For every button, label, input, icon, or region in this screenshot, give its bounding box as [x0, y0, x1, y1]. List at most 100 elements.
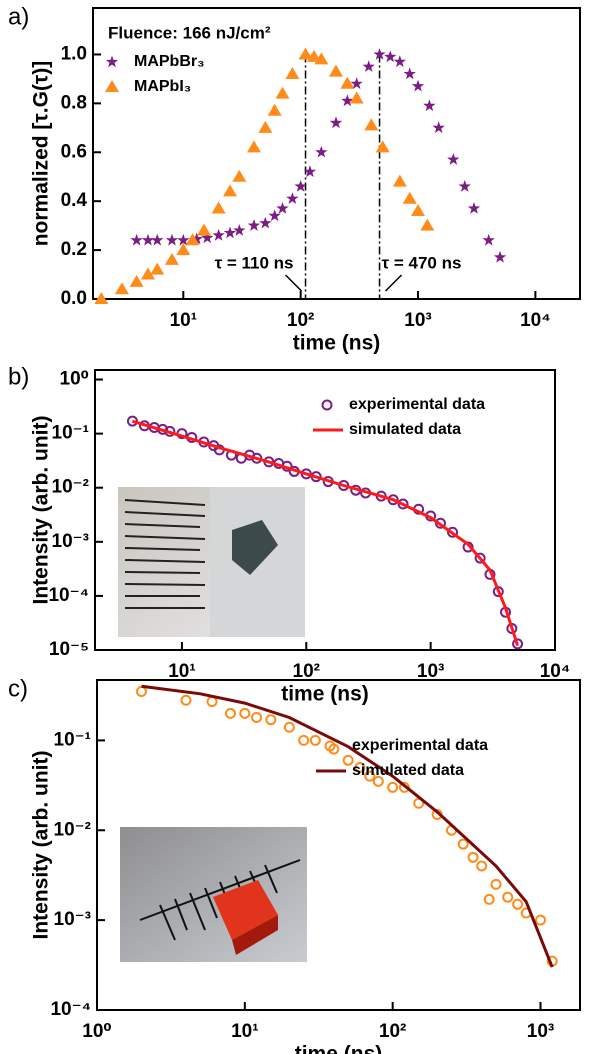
- y-tick-label: 10⁻²: [54, 819, 92, 840]
- y-tick-label: 10⁻⁴: [48, 585, 89, 606]
- star-marker: [223, 226, 237, 239]
- triangle-marker: [185, 233, 200, 246]
- circle-marker: [283, 721, 295, 733]
- y-axis-label: Intensity (arb. unit): [30, 416, 53, 605]
- legend-swatch: [321, 399, 333, 411]
- star-marker: [303, 165, 317, 178]
- y-tick-label: 10⁰: [60, 369, 89, 390]
- star-marker: [329, 116, 343, 129]
- star-marker: [447, 153, 460, 165]
- triangle-marker: [402, 191, 417, 204]
- star-marker: [130, 233, 143, 246]
- x-tick-label: 10²: [379, 1021, 406, 1042]
- circle-marker: [342, 754, 354, 766]
- triangle-marker: [267, 103, 282, 116]
- x-tick-label: 10²: [287, 310, 314, 331]
- star-marker: [493, 250, 507, 263]
- triangle-marker: [129, 274, 144, 287]
- star-marker: [177, 233, 190, 246]
- panel-label: b): [8, 363, 29, 390]
- star-marker: [384, 50, 397, 63]
- annotation: τ = 110 ns: [215, 253, 294, 272]
- star-marker: [151, 233, 164, 246]
- circle-marker: [372, 775, 384, 787]
- circle-marker: [387, 781, 399, 793]
- star-marker: [458, 180, 471, 192]
- star-marker: [268, 209, 281, 222]
- x-tick-label: 10⁰: [82, 1021, 111, 1042]
- triangle-marker: [349, 91, 364, 104]
- circle-marker: [457, 838, 469, 850]
- star-marker: [423, 99, 436, 112]
- star-marker: [403, 67, 416, 80]
- circle-marker: [239, 707, 251, 719]
- triangle-marker: [150, 262, 165, 275]
- y-tick-label: 10⁻⁴: [50, 999, 91, 1020]
- photo-b: [118, 487, 305, 637]
- star-marker: [247, 219, 261, 231]
- x-tick-label: 10³: [527, 1021, 554, 1042]
- fit-line: [131, 419, 520, 647]
- x-tick-label: 10³: [417, 661, 444, 682]
- circle-marker: [225, 707, 237, 719]
- triangle-marker: [392, 174, 407, 187]
- triangle-marker: [211, 201, 226, 214]
- star-marker: [233, 224, 246, 236]
- panel-label: a): [8, 3, 29, 30]
- star-marker: [432, 121, 445, 134]
- y-tick-label: 0.6: [61, 141, 87, 162]
- star-marker: [362, 60, 375, 72]
- triangle-marker: [140, 267, 155, 280]
- circle-marker: [309, 734, 321, 746]
- triangle-marker: [364, 118, 379, 131]
- circle-marker: [512, 898, 524, 910]
- circle-marker: [364, 770, 376, 782]
- star-marker: [373, 48, 386, 60]
- x-tick-label: 10¹: [168, 661, 195, 682]
- triangle-marker: [314, 52, 329, 65]
- x-tick-label: 10⁴: [540, 661, 571, 682]
- triangle-marker: [375, 140, 390, 153]
- legend-label: MAPbBr₃: [134, 53, 205, 70]
- triangle-marker: [164, 252, 179, 265]
- legend-label: experimental data: [352, 737, 488, 754]
- circle-marker: [180, 694, 192, 706]
- data-layer: [136, 684, 558, 968]
- x-axis-label: time (ns): [295, 1043, 383, 1054]
- y-tick-label: 10⁻³: [52, 531, 90, 552]
- triangle-marker: [94, 292, 109, 304]
- x-tick-label: 10²: [293, 661, 320, 682]
- data-layer: [94, 47, 507, 304]
- legend-label: experimental data: [349, 396, 485, 413]
- circle-marker: [467, 851, 479, 863]
- triangle-marker: [246, 140, 261, 153]
- circle-marker: [136, 686, 148, 698]
- circle-marker: [298, 734, 310, 746]
- x-axis-label: time (ns): [293, 332, 381, 355]
- star-marker: [467, 202, 481, 214]
- fit-line: [141, 684, 554, 968]
- circle-marker: [490, 878, 502, 890]
- legend-label: simulated data: [352, 762, 464, 779]
- x-tick-label: 10¹: [231, 1021, 258, 1042]
- legend-swatch: [105, 80, 119, 92]
- plot-frame: [96, 679, 581, 1011]
- circle-marker: [447, 526, 459, 538]
- triangle-marker: [114, 282, 129, 295]
- star-marker: [393, 55, 406, 68]
- y-axis-label: normalized [τ.G(τ)]: [30, 61, 53, 247]
- circle-marker: [265, 714, 277, 726]
- star-marker: [294, 180, 307, 192]
- circle-marker: [206, 696, 218, 708]
- arrow: [284, 274, 303, 292]
- star-marker: [315, 145, 328, 158]
- annotation: Fluence: 166 nJ/cm²: [108, 23, 271, 42]
- annotation: τ = 470 ns: [382, 253, 462, 272]
- circle-marker: [476, 860, 488, 872]
- triangle-marker: [328, 64, 343, 77]
- star-marker: [141, 233, 155, 246]
- star-marker: [201, 231, 214, 244]
- circle-marker: [251, 711, 263, 723]
- circle-marker: [397, 498, 409, 510]
